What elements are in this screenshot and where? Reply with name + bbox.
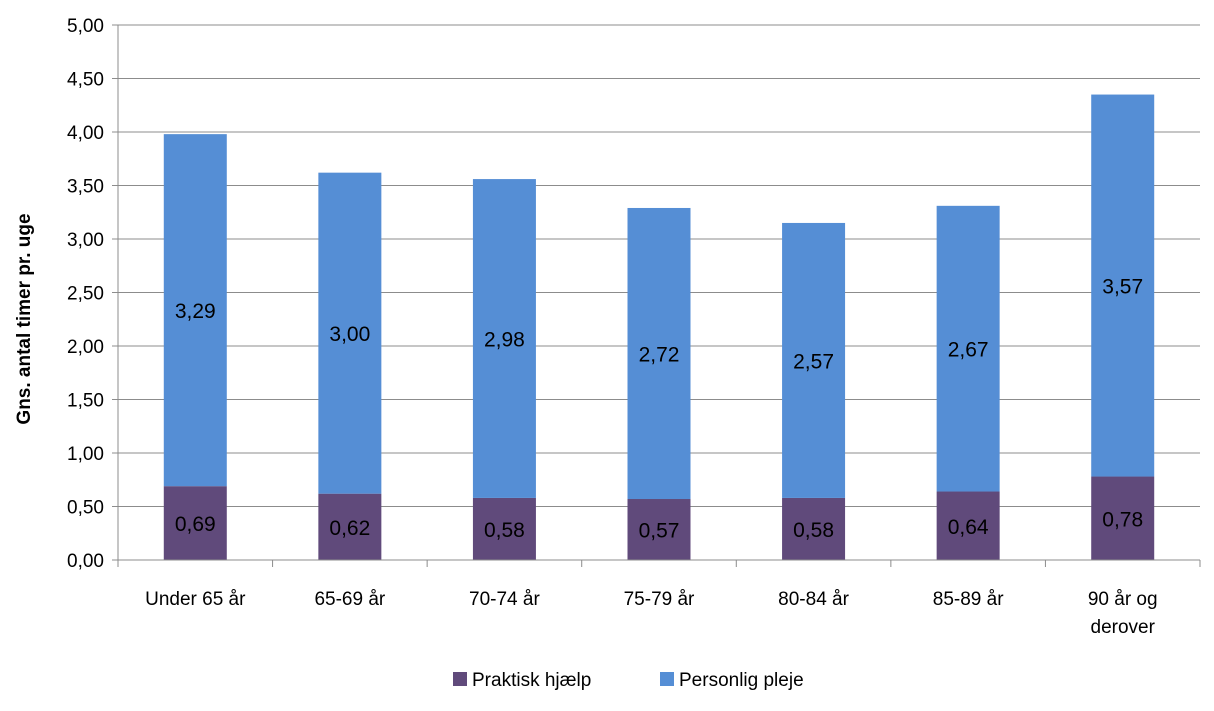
bar-praktisk-hjaelp — [472, 497, 536, 560]
x-category-label: 65-69 år — [314, 589, 385, 610]
x-category-label: 80-84 år — [778, 589, 849, 610]
y-tick-label: 1,50 — [67, 391, 104, 412]
bar-praktisk-hjaelp — [627, 499, 691, 560]
y-tick-label: 5,00 — [67, 16, 104, 37]
y-tick-label: 2,50 — [67, 284, 104, 305]
y-tick-label: 3,50 — [67, 177, 104, 198]
y-axis-label: Gns. antal timer pr. uge — [14, 213, 35, 424]
bar-praktisk-hjaelp — [318, 493, 382, 560]
bar-praktisk-hjaelp — [1091, 476, 1155, 560]
y-tick-label: 0,00 — [67, 551, 104, 572]
y-tick-label: 2,00 — [67, 337, 104, 358]
bar-praktisk-hjaelp — [782, 497, 846, 560]
x-category-label: 90 år og — [1088, 589, 1158, 610]
data-label: 3,57 — [1102, 276, 1143, 299]
data-label: 0,69 — [175, 513, 216, 536]
legend: Praktisk hjælp Personlig pleje — [453, 670, 804, 691]
data-label: 0,64 — [948, 516, 989, 539]
x-axis-categories: Under 65 år 65-69 år 70-74 år 75-79 år 80-84… — [145, 589, 1157, 638]
bar-personlig-pleje — [472, 179, 536, 498]
y-tick-label: 0,50 — [67, 498, 104, 519]
bar-personlig-pleje — [163, 134, 227, 487]
data-label: 2,98 — [484, 329, 525, 352]
x-category-label: derover — [1091, 617, 1156, 638]
data-label: 0,57 — [639, 520, 680, 543]
y-tick-label: 4,50 — [67, 70, 104, 91]
x-category-label: 85-89 år — [933, 589, 1004, 610]
y-tick-label: 4,00 — [67, 123, 104, 144]
y-axis-ticks: 0,00 0,50 1,00 1,50 2,00 2,50 3,00 3,50 4,00 4,50… — [67, 16, 104, 572]
y-tick-label: 1,00 — [67, 444, 104, 465]
data-labels: 0,69 3,29 0,62 3,00 0,58 2,98 0,57 2,72 0,58 2,57… — [175, 276, 1143, 543]
y-tick-label: 3,00 — [67, 230, 104, 251]
data-label: 2,57 — [793, 350, 834, 373]
axes — [117, 25, 1201, 567]
data-label: 0,58 — [793, 519, 834, 542]
bar-praktisk-hjaelp — [163, 486, 227, 560]
bar-personlig-pleje — [1091, 94, 1155, 477]
legend-swatch — [453, 672, 467, 686]
bar-personlig-pleje — [627, 207, 691, 500]
bar-praktisk-hjaelp — [936, 491, 1000, 560]
bars — [163, 94, 1155, 560]
data-label: 2,67 — [948, 339, 989, 362]
data-label: 2,72 — [639, 343, 680, 366]
x-category-label: Under 65 år — [145, 589, 246, 610]
x-category-label: 75-79 år — [624, 589, 695, 610]
data-label: 0,58 — [484, 519, 525, 542]
bar-personlig-pleje — [318, 172, 382, 494]
legend-label: Praktisk hjælp — [472, 670, 591, 691]
data-label: 3,29 — [175, 300, 216, 323]
bar-personlig-pleje — [936, 205, 1000, 492]
legend-swatch — [660, 672, 674, 686]
data-label: 0,62 — [329, 517, 370, 540]
legend-label: Personlig pleje — [679, 670, 804, 691]
data-label: 0,78 — [1102, 508, 1143, 531]
data-label: 3,00 — [329, 323, 370, 346]
x-category-label: 70-74 år — [469, 589, 540, 610]
bar-personlig-pleje — [782, 222, 846, 498]
